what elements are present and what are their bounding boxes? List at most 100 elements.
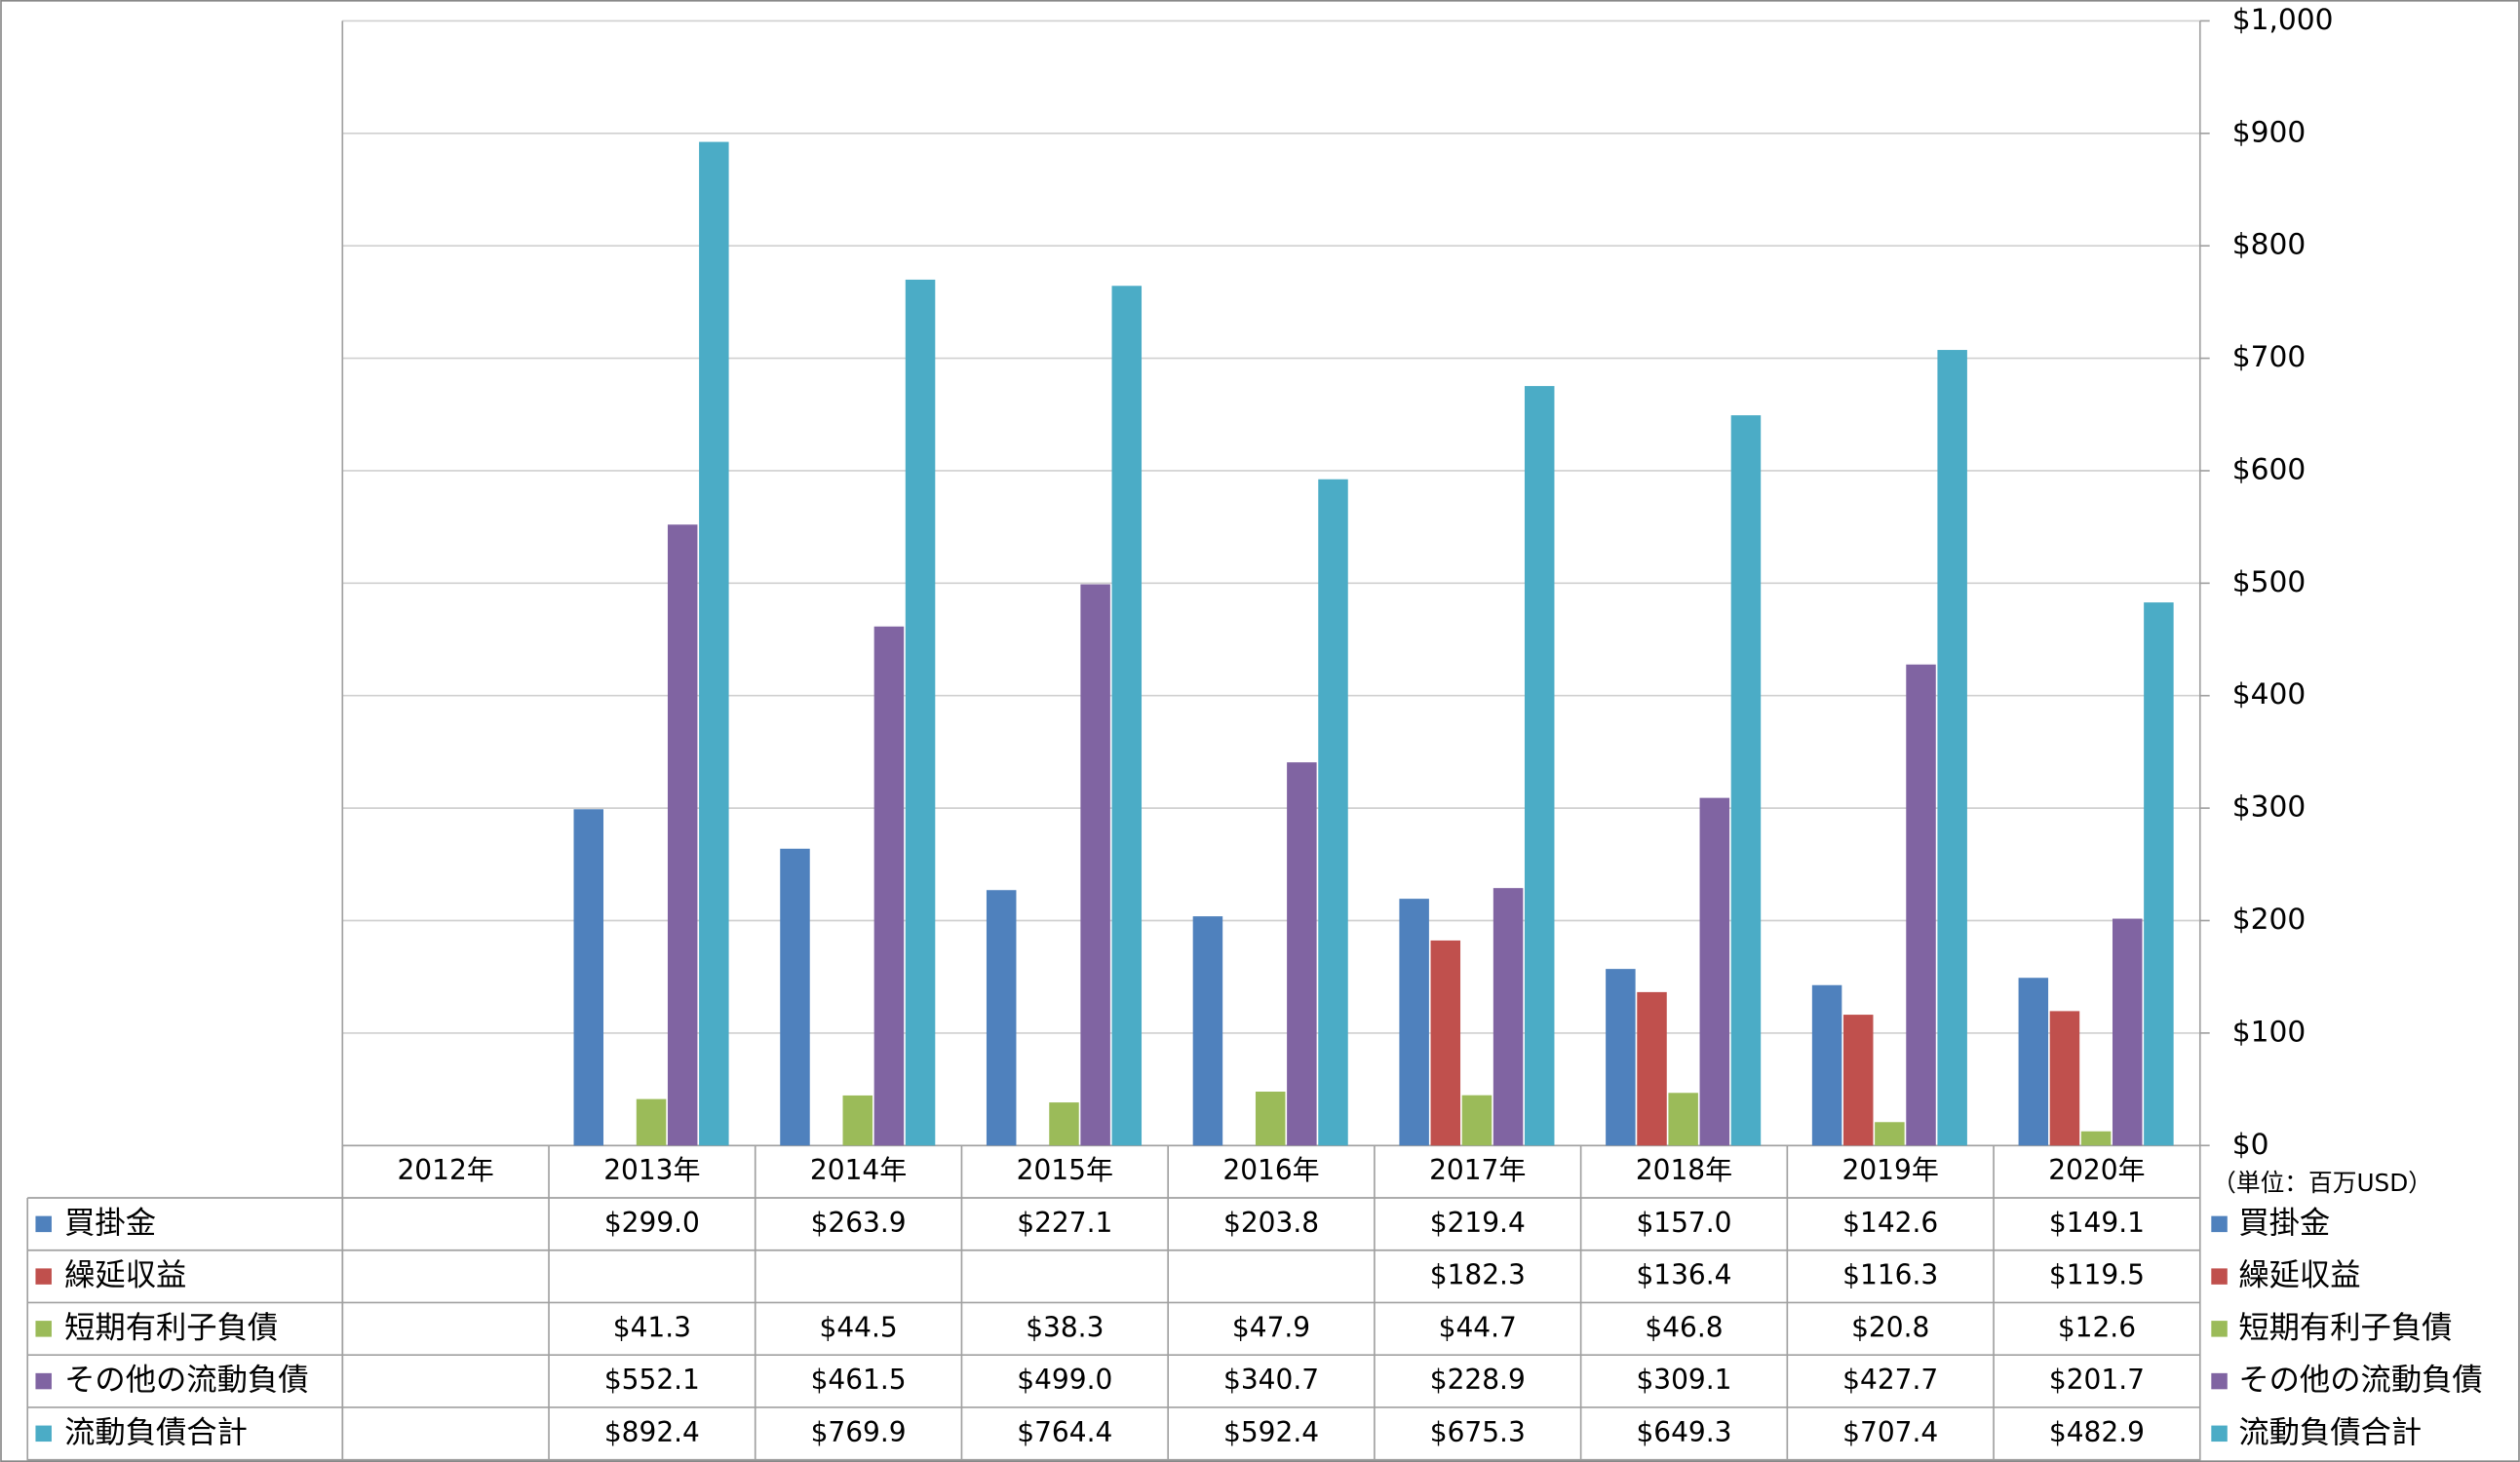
bar: [1730, 415, 1762, 1146]
data-label: $228.9: [1430, 1364, 1526, 1396]
bar: [1842, 1015, 1874, 1146]
bar: [1111, 286, 1143, 1146]
data-label: $461.5: [811, 1364, 907, 1396]
y-tick-label: $700: [2232, 339, 2306, 373]
bar: [1399, 899, 1429, 1146]
y-tick-label: $600: [2232, 451, 2306, 485]
x-tick-label: 2017年: [1429, 1154, 1526, 1186]
bar: [1668, 1093, 1698, 1146]
legend-swatch: [35, 1268, 52, 1285]
bar: [1906, 664, 1936, 1146]
data-label: $340.7: [1223, 1364, 1319, 1396]
bar: [2144, 602, 2174, 1146]
data-label: $41.3: [613, 1311, 691, 1343]
data-label: $116.3: [1842, 1259, 1938, 1291]
bar: [1318, 479, 1348, 1146]
y-tick-label: $900: [2232, 114, 2306, 148]
data-label: $119.5: [2049, 1259, 2145, 1291]
legend-swatch: [2211, 1372, 2228, 1390]
bar: [1430, 940, 1461, 1146]
legend-label: その他の流動負債: [2238, 1363, 2482, 1398]
data-label: $142.6: [1842, 1207, 1938, 1239]
x-tick-label: 2019年: [1842, 1154, 1939, 1186]
legend-label: その他の流動負債: [64, 1363, 308, 1398]
legend-swatch: [35, 1215, 52, 1233]
data-label: $44.7: [1439, 1311, 1517, 1343]
bar: [1637, 991, 1667, 1146]
bar: [1192, 916, 1223, 1146]
legend-label: 短期有利子負債: [64, 1310, 278, 1345]
unit-note: （単位：百万USD）: [2212, 1169, 2432, 1197]
data-label: $675.3: [1430, 1416, 1526, 1448]
bar: [1080, 584, 1110, 1146]
bar: [2049, 1011, 2080, 1146]
data-label: $12.6: [2058, 1311, 2136, 1343]
y-tick-label: $800: [2232, 227, 2306, 261]
bar: [573, 809, 604, 1146]
y-tick-label: $300: [2232, 789, 2306, 824]
x-tick-label: 2020年: [2048, 1154, 2145, 1186]
legend-swatch: [2211, 1215, 2228, 1233]
y-tick-label: $0: [2232, 1127, 2269, 1161]
data-label: $227.1: [1017, 1207, 1112, 1239]
y-tick-label: $1,000: [2232, 2, 2334, 36]
legend-swatch: [2211, 1268, 2228, 1285]
y-tick-label: $100: [2232, 1014, 2306, 1048]
data-label: $219.4: [1430, 1207, 1526, 1239]
bar: [699, 141, 729, 1146]
bar: [1049, 1102, 1079, 1146]
legend-label: 繰延収益: [64, 1258, 186, 1293]
data-label: $182.3: [1430, 1259, 1526, 1291]
legend-swatch: [35, 1321, 52, 1337]
bar: [780, 848, 810, 1146]
data-label: $263.9: [811, 1207, 907, 1239]
data-label: $707.4: [1842, 1416, 1938, 1448]
x-tick-label: 2013年: [603, 1154, 700, 1186]
legend-swatch: [2211, 1425, 2228, 1443]
bar: [986, 890, 1017, 1146]
bar: [1875, 1122, 1905, 1146]
data-label: $203.8: [1223, 1207, 1319, 1239]
data-label: $309.1: [1636, 1364, 1731, 1396]
y-tick-label: $400: [2232, 676, 2306, 711]
x-tick-label: 2015年: [1017, 1154, 1113, 1186]
data-label: $46.8: [1645, 1311, 1723, 1343]
data-label: $38.3: [1026, 1311, 1104, 1343]
bar: [2080, 1131, 2112, 1146]
data-label: $482.9: [2049, 1416, 2145, 1448]
legend-label: 流動負債合計: [2238, 1415, 2422, 1450]
bar: [1811, 984, 1842, 1146]
bar: [1937, 350, 1967, 1146]
y-tick-label: $500: [2232, 564, 2306, 598]
data-label: $427.7: [1842, 1364, 1938, 1396]
data-label: $136.4: [1636, 1259, 1731, 1291]
bar: [636, 1098, 667, 1146]
legend-label: 短期有利子負債: [2238, 1310, 2452, 1345]
data-label: $149.1: [2049, 1207, 2145, 1239]
bar: [1606, 969, 1636, 1146]
bar: [1493, 888, 1524, 1146]
bar: [1524, 386, 1555, 1146]
bar: [2018, 978, 2049, 1146]
bar: [1287, 762, 1317, 1146]
legend-swatch: [2211, 1321, 2228, 1337]
data-label: $892.4: [604, 1416, 700, 1448]
data-label: $769.9: [811, 1416, 907, 1448]
x-tick-label: 2014年: [810, 1154, 907, 1186]
data-label: $44.5: [819, 1311, 897, 1343]
data-label: $552.1: [604, 1364, 700, 1396]
x-tick-label: 2016年: [1222, 1154, 1319, 1186]
bar: [905, 279, 936, 1146]
y-tick-label: $200: [2232, 902, 2306, 936]
data-label: $157.0: [1636, 1207, 1731, 1239]
data-label: $20.8: [1851, 1311, 1929, 1343]
bar: [873, 626, 905, 1146]
data-label: $649.3: [1636, 1416, 1731, 1448]
bar: [1461, 1095, 1493, 1146]
legend-label: 買掛金: [2238, 1206, 2330, 1241]
bar: [842, 1095, 873, 1146]
data-label: $47.9: [1232, 1311, 1310, 1343]
bar: [1255, 1092, 1286, 1146]
